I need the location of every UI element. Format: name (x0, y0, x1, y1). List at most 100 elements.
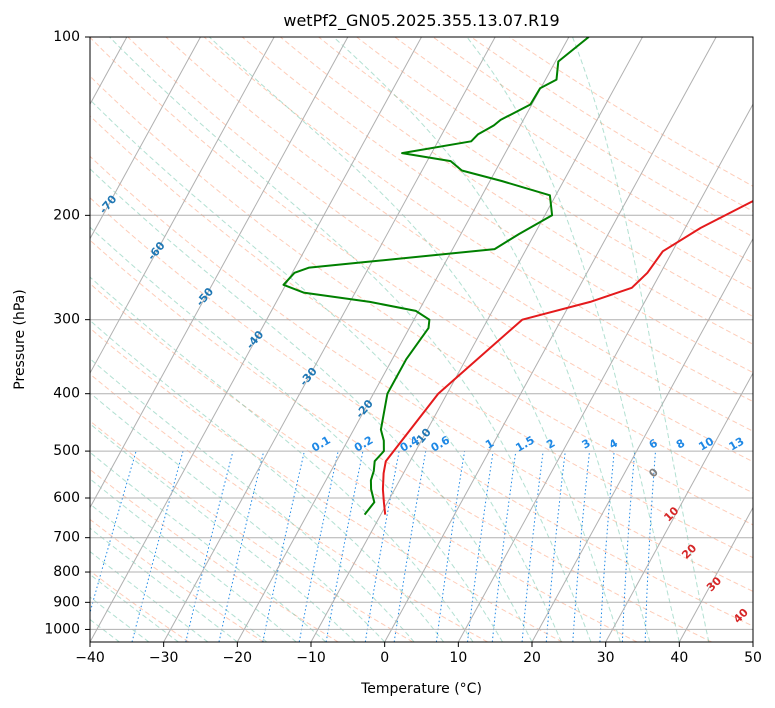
dry-adiabat-line (280, 37, 753, 345)
isotherm-line (90, 37, 275, 375)
moist-adiabat-line (466, 37, 680, 642)
x-tick-label: −10 (296, 650, 326, 666)
moist-adiabat-line (90, 226, 503, 642)
moist-adiabat-line (90, 478, 297, 642)
x-tick-label: 50 (744, 650, 762, 666)
moist-adiabat-line (208, 37, 621, 642)
isotherm-line (310, 37, 643, 642)
moist-adiabat-line (90, 276, 474, 642)
mixing-ratio-line (545, 451, 566, 642)
y-tick-label: 300 (53, 312, 80, 328)
moist-adiabat-line (90, 550, 209, 642)
isotherm-line (752, 640, 753, 642)
x-tick-label: −20 (223, 650, 253, 666)
dry-adiabat-line (90, 239, 712, 642)
isotherm-line (457, 103, 753, 642)
mixing-ratio-label: 6 (647, 436, 660, 451)
mixing-ratio-label: 8 (674, 437, 687, 452)
dry-adiabat-line (90, 373, 488, 642)
isotherm-label: -30 (297, 365, 320, 389)
dewpoint-line (282, 37, 590, 516)
moist-adiabat-line (90, 168, 533, 642)
mixing-ratio-label: 4 (607, 436, 620, 451)
isotherm-line (678, 506, 753, 642)
mixing-ratio-labels: 0.10.20.40.611.52346810131620253036 (309, 433, 753, 454)
mixing-ratio-line (298, 450, 339, 642)
isotherm-line (384, 37, 717, 642)
dry-adiabat-line (90, 570, 190, 642)
x-tick-label: 10 (449, 650, 467, 666)
y-tick-label: 200 (53, 207, 80, 223)
moist-adiabat-label: 10 (661, 504, 681, 524)
moist-adiabat-line (90, 392, 386, 642)
x-axis: −40 −30 −20 −10 0 10 20 30 40 50 (75, 642, 762, 666)
dry-adiabat-line (90, 468, 339, 642)
x-tick-label: 40 (670, 650, 688, 666)
isotherm-label: -60 (145, 239, 168, 263)
dry-adiabat-line (90, 518, 264, 642)
isotherm-label: -90 (0, 104, 21, 128)
isotherm-line (605, 372, 753, 642)
y-tick-label: 700 (53, 530, 80, 546)
mixing-ratio-line (435, 451, 466, 642)
dry-adiabat-line (90, 420, 414, 642)
isotherm-line (163, 37, 496, 642)
isotherm-line (90, 37, 422, 642)
mixing-ratio-line (491, 451, 517, 642)
dry-adiabat-line (241, 37, 753, 374)
dry-adiabat-line (394, 37, 753, 264)
isotherm-line (531, 237, 753, 642)
isotherm-label: -40 (244, 328, 267, 352)
dry-adiabat-line (318, 37, 753, 318)
x-axis-label: Temperature (°C) (360, 681, 482, 697)
mixing-ratio-line (621, 451, 636, 642)
dry-adiabat-line (90, 37, 753, 494)
x-tick-label: 0 (380, 650, 389, 666)
y-tick-label: 400 (53, 386, 80, 402)
dry-adiabat-line (90, 115, 753, 559)
dry-adiabat-line (90, 327, 563, 642)
mixing-ratio-line (90, 450, 137, 615)
y-tick-label: 800 (53, 564, 80, 580)
moist-adiabat-label: 0 (646, 465, 661, 480)
moist-adiabat-line (90, 423, 356, 642)
mixing-ratio-line (572, 451, 590, 642)
y-axis-label: Pressure (hPa) (12, 289, 28, 389)
mixing-ratio-line (185, 450, 234, 642)
plot-frame (89, 36, 754, 643)
mixing-ratio-label: 2 (544, 437, 557, 452)
moist-adiabat-line (90, 451, 327, 642)
y-tick-label: 1000 (44, 621, 80, 637)
y-tick-label: 500 (53, 443, 80, 459)
y-tick-label: 900 (53, 594, 80, 610)
temperature-line (381, 200, 753, 515)
moist-adiabat-label: 40 (731, 606, 751, 626)
isotherm-label: -70 (97, 192, 120, 216)
mixing-ratio-line (218, 450, 265, 642)
dry-adiabat-line (90, 155, 753, 592)
moist-adiabat-line (90, 503, 268, 642)
isotherm-line (90, 37, 201, 240)
moist-adiabat-line (90, 358, 415, 642)
dry-adiabat-line (90, 282, 638, 642)
y-tick-label: 600 (53, 490, 80, 506)
mixing-ratio-line (467, 451, 494, 642)
moist-adiabat-line (572, 37, 710, 642)
y-axis: 100 200 300 400 500 600 700 800 900 1000 (44, 29, 90, 637)
isotherm-line (236, 37, 570, 642)
chart-title: wetPf2_GN05.2025.355.13.07.R19 (283, 11, 559, 31)
moist-adiabat-line (109, 37, 592, 642)
x-tick-label: −30 (149, 650, 179, 666)
x-tick-label: −40 (75, 650, 105, 666)
plot-area: 0.10.20.40.611.52346810131620253036 -100… (0, 36, 754, 643)
isotherm-line (90, 37, 349, 509)
moist-adiabat-label: 20 (679, 541, 699, 561)
background-lines (90, 37, 753, 642)
series-group (282, 37, 753, 516)
mixing-ratio-line (521, 451, 544, 642)
x-tick-label: 30 (597, 650, 615, 666)
mixing-ratio-line (262, 450, 305, 642)
isotherm-label: -80 (48, 147, 71, 171)
moist-adiabat-line (90, 527, 238, 642)
